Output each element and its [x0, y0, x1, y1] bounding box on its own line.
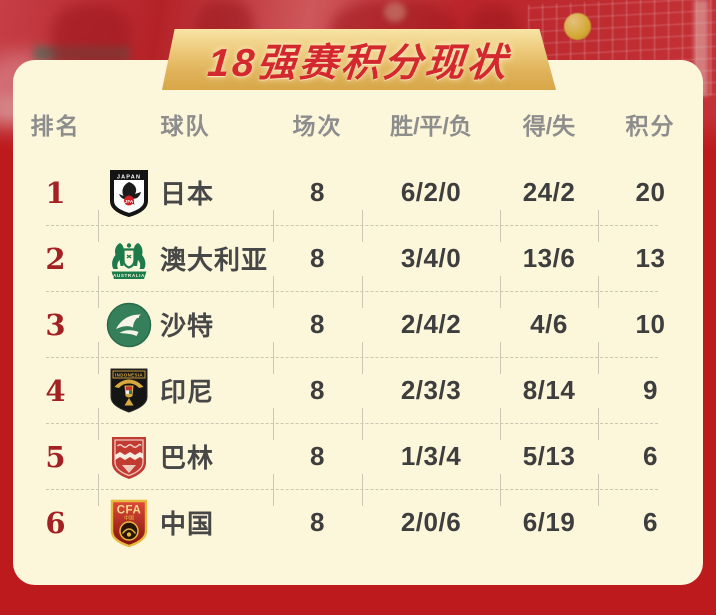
header-points: 积分 — [625, 113, 676, 139]
page-title: 18强赛积分现状 — [206, 41, 512, 85]
goals-value: 6/19 — [522, 507, 576, 537]
row-divider — [46, 474, 658, 506]
table-row-australia: 2 AUSTRALIA 澳大利亚 8 3/4/0 13/6 13 — [13, 226, 703, 291]
rank-value: 6 — [45, 505, 66, 540]
points-value: 20 — [635, 177, 666, 207]
table-row-japan: 1 JAPAN JFA 日本 8 6/2/0 24/2 20 — [13, 160, 703, 225]
team-badge-china: CFA 中国 — [98, 498, 160, 548]
header-wdl: 胜/平/负 — [390, 113, 472, 139]
team-name: 中国 — [160, 509, 215, 539]
badge-text-jfa: JFA — [125, 198, 134, 203]
rank-value: 1 — [45, 175, 66, 210]
badge-text-cfa: CFA — [117, 504, 142, 516]
team-badge-australia: AUSTRALIA — [98, 236, 160, 282]
rank-value: 2 — [45, 241, 66, 276]
team-name: 巴林 — [160, 443, 215, 473]
table-row-saudi-arabia: 3 沙特 8 2/4/2 4/6 10 — [13, 292, 703, 357]
table-row-bahrain: 5 巴林 8 1/3/4 5/13 6 — [13, 424, 703, 489]
header-team: 球队 — [160, 113, 211, 139]
wdl-value: 1/3/4 — [400, 441, 462, 471]
table-header-row: 排名 球队 场次 胜/平/负 得/失 积分 — [13, 60, 703, 160]
points-value: 10 — [635, 309, 666, 339]
team-name: 印尼 — [160, 377, 215, 407]
badge-text-indonesia: INDONESIA — [115, 372, 143, 377]
team-badge-indonesia: INDONESIA — [98, 367, 160, 414]
wdl-value: 6/2/0 — [400, 177, 462, 207]
rank-value: 4 — [45, 373, 66, 408]
team-name: 沙特 — [160, 311, 215, 341]
badge-text-australia: AUSTRALIA — [113, 272, 145, 277]
photo-player-head — [384, 2, 406, 22]
wdl-value: 3/4/0 — [400, 243, 462, 273]
rank-value: 5 — [45, 439, 66, 474]
row-divider — [46, 276, 658, 308]
table-row-indonesia: 4 INDONESIA 印尼 8 2/3/3 8/14 9 — [13, 358, 703, 423]
matches-value: 8 — [310, 441, 325, 471]
goals-value: 4/6 — [530, 309, 568, 339]
team-badge-japan: JAPAN JFA — [98, 169, 160, 217]
goals-value: 5/13 — [522, 441, 576, 471]
row-divider — [46, 408, 658, 440]
row-divider — [46, 342, 658, 374]
matches-value: 8 — [310, 309, 325, 339]
badge-text-japan: JAPAN — [117, 174, 141, 180]
points-value: 6 — [643, 507, 658, 537]
goals-value: 13/6 — [522, 243, 576, 273]
points-value: 13 — [635, 243, 666, 273]
wdl-value: 2/3/3 — [400, 375, 462, 405]
points-value: 9 — [643, 375, 658, 405]
header-matches: 场次 — [292, 113, 343, 139]
matches-value: 8 — [310, 507, 325, 537]
team-name: 日本 — [160, 179, 215, 209]
standings-table: 排名 球队 场次 胜/平/负 得/失 积分 1 JAPAN JFA 日本 8 6… — [13, 60, 703, 585]
team-name: 澳大利亚 — [160, 245, 269, 275]
row-divider — [46, 210, 658, 242]
title-banner: 18强赛积分现状 — [162, 29, 556, 90]
team-badge-bahrain — [98, 433, 160, 481]
points-value: 6 — [643, 441, 658, 471]
table-row-china: 6 CFA 中国 中国 8 2/0/6 6/19 6 — [13, 490, 703, 555]
wdl-value: 2/4/2 — [400, 309, 462, 339]
team-badge-saudi-arabia — [98, 302, 160, 348]
rank-value: 3 — [45, 307, 66, 342]
wdl-value: 2/0/6 — [400, 507, 462, 537]
header-rank: 排名 — [30, 113, 81, 139]
badge-text-china-sub: 中国 — [124, 514, 134, 521]
matches-value: 8 — [310, 243, 325, 273]
football-icon — [564, 13, 591, 40]
header-goals: 得/失 — [522, 113, 576, 139]
goals-value: 8/14 — [522, 375, 576, 405]
goals-value: 24/2 — [522, 177, 576, 207]
matches-value: 8 — [310, 177, 325, 207]
matches-value: 8 — [310, 375, 325, 405]
